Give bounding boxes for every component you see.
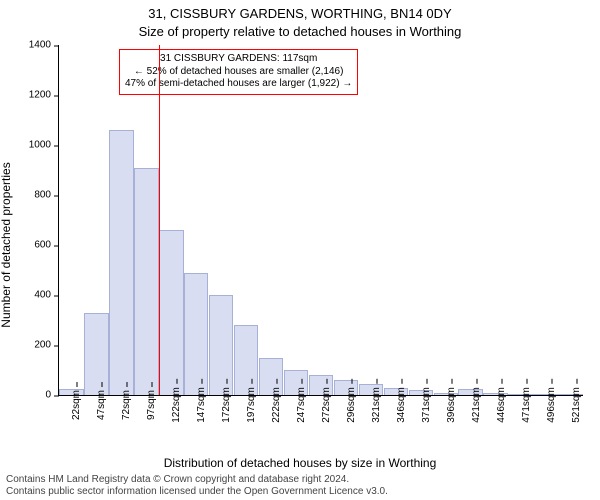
x-tick: 122sqm [171,383,182,423]
histogram-bar [134,168,158,396]
x-tick: 396sqm [446,383,457,423]
histogram-bar [159,230,183,395]
x-tick: 421sqm [471,383,482,423]
y-tick: 800 [34,190,59,201]
x-tick: 247sqm [296,383,307,423]
y-tick: 0 [45,390,59,401]
y-tick: 1400 [29,40,59,51]
x-tick: 471sqm [521,383,532,423]
y-tick: 200 [34,340,59,351]
y-axis-label: Number of detached properties [0,162,13,327]
footer-line: Contains HM Land Registry data © Crown c… [6,474,388,486]
x-tick: 172sqm [221,383,232,423]
chart-title-main: 31, CISSBURY GARDENS, WORTHING, BN14 0DY [0,6,600,21]
chart-title-sub: Size of property relative to detached ho… [0,24,600,39]
histogram-bar [84,313,108,396]
footer-attribution: Contains HM Land Registry data © Crown c… [6,474,388,498]
x-tick: 22sqm [71,386,82,420]
y-tick: 600 [34,240,59,251]
x-tick: 97sqm [146,386,157,420]
x-axis-label: Distribution of detached houses by size … [0,456,600,470]
y-tick: 1000 [29,140,59,151]
histogram-chart: 31, CISSBURY GARDENS, WORTHING, BN14 0DY… [0,0,600,500]
x-tick: 147sqm [196,383,207,423]
y-tick: 1200 [29,90,59,101]
x-tick: 47sqm [96,386,107,420]
x-tick: 496sqm [546,383,557,423]
x-tick: 446sqm [496,383,507,423]
reference-line [159,45,160,395]
x-tick: 371sqm [421,383,432,423]
x-tick: 521sqm [571,383,582,423]
plot-area: 31 CISSBURY GARDENS: 117sqm ← 52% of det… [58,45,583,396]
x-tick: 222sqm [271,383,282,423]
x-tick: 321sqm [371,383,382,423]
histogram-bar [209,295,233,395]
footer-line: Contains public sector information licen… [6,486,388,498]
x-tick: 72sqm [121,386,132,420]
x-tick: 197sqm [246,383,257,423]
x-tick: 346sqm [396,383,407,423]
annotation-box: 31 CISSBURY GARDENS: 117sqm ← 52% of det… [119,49,358,95]
histogram-bar [109,130,133,395]
histogram-bar [184,273,208,396]
x-tick: 296sqm [346,383,357,423]
y-tick: 400 [34,290,59,301]
x-tick: 272sqm [321,383,332,423]
